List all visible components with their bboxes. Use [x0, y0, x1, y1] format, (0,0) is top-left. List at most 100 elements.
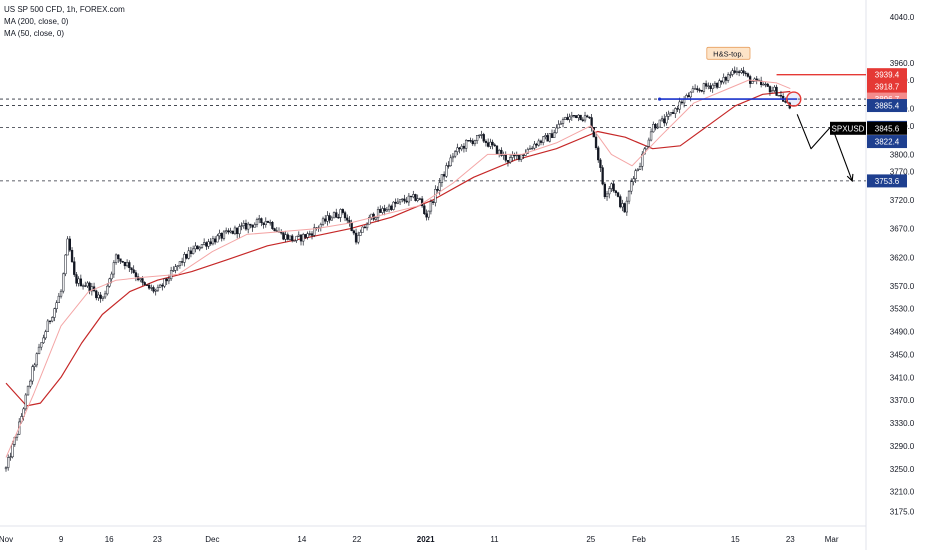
candle-body-20 [48, 320, 52, 323]
candle-body-101 [227, 230, 230, 233]
neckline-start-dot [658, 97, 662, 101]
candle-body-214 [475, 135, 479, 141]
candle-body-279 [619, 196, 622, 208]
candle-body-154 [343, 212, 347, 219]
y-tick-label-12: 3490.0 [890, 328, 915, 337]
candle-body-260 [577, 114, 580, 118]
x-tick-label-13: Mar [825, 535, 839, 544]
candle-body-199 [442, 174, 446, 177]
candle-body-145 [324, 218, 327, 222]
candle-body-268 [594, 136, 598, 149]
candle-body-205 [456, 147, 459, 153]
candle-body-299 [663, 118, 666, 124]
candle-body-27 [64, 254, 67, 275]
candle-body-276 [612, 183, 615, 192]
candle-body-74 [167, 278, 171, 282]
candle-body-99 [222, 231, 226, 239]
candle-body-57 [130, 267, 133, 271]
candle-body-119 [266, 221, 270, 223]
candle-body-33 [77, 278, 80, 284]
candle-body-34 [79, 278, 83, 287]
annotation-text: H&S-top. [713, 49, 743, 58]
candle-body-29 [68, 238, 71, 251]
candle-body-233 [517, 154, 521, 160]
candle-body-173 [385, 209, 389, 212]
candle-body-41 [95, 290, 98, 299]
candle-body-108 [242, 222, 245, 226]
candle-body-163 [363, 226, 367, 229]
candle-body-245 [544, 135, 547, 138]
price-axis[interactable]: 4040.03960.03930.03880.03850.03800.03770… [890, 13, 915, 517]
candle-body-11 [29, 380, 32, 387]
candle-body-209 [464, 140, 468, 149]
candle-body-55 [125, 262, 129, 267]
candle-body-292 [647, 139, 651, 147]
projection-arrow-path [796, 114, 853, 182]
candle-body-262 [581, 119, 584, 121]
candle-body-164 [365, 223, 369, 229]
candle-body-153 [341, 209, 344, 213]
candle-body-152 [339, 209, 342, 218]
candle-body-56 [128, 262, 131, 269]
candle-body-150 [335, 212, 338, 218]
candle-body-120 [269, 222, 272, 224]
candle-body-228 [506, 160, 510, 163]
candle-body-222 [493, 144, 496, 147]
legend-ma200[interactable]: MA (200, close, 0) [4, 17, 69, 26]
candle-body-247 [548, 133, 551, 142]
candle-body-232 [515, 154, 518, 157]
candle-body-280 [621, 203, 624, 208]
candle-body-272 [603, 183, 606, 198]
candle-body-230 [511, 154, 514, 158]
candle-body-100 [225, 230, 228, 233]
candle-body-256 [568, 116, 571, 120]
candle-body-128 [286, 234, 289, 240]
candle-body-334 [740, 70, 743, 73]
candle-body-104 [233, 227, 237, 234]
legend: US SP 500 CFD, 1h, FOREX.com MA (200, cl… [4, 5, 125, 38]
candle-body-203 [451, 155, 455, 159]
candle-body-293 [649, 131, 653, 141]
candle-body-218 [484, 140, 488, 143]
candle-body-183 [407, 195, 411, 203]
legend-ma50[interactable]: MA (50, close, 0) [4, 29, 64, 38]
candle-body-114 [255, 219, 259, 225]
candle-body-249 [553, 132, 556, 138]
candle-body-85 [191, 248, 195, 254]
candle-body-106 [238, 226, 241, 235]
time-axis[interactable]: Nov 9 16 23 Dec 14 22 2021 11 25 Feb 15 23 Mar [0, 535, 839, 544]
candle-body-300 [665, 116, 668, 124]
candle-body-314 [696, 88, 699, 91]
candle-body-212 [471, 140, 474, 145]
candle-body-139 [310, 233, 314, 236]
candle-body-206 [458, 147, 461, 150]
candle-body-239 [531, 147, 534, 150]
x-tick-label-1: 9 [59, 535, 64, 544]
candle-body-337 [746, 73, 750, 77]
candle-body-52 [119, 258, 122, 262]
candle-body-77 [174, 266, 177, 271]
candle-body-138 [308, 233, 311, 235]
price-badge-label-6: 3822.4 [875, 138, 900, 147]
ma200-line [5, 90, 791, 407]
candle-body-107 [240, 225, 243, 227]
y-tick-label-10: 3570.0 [890, 282, 915, 291]
candle-body-321 [711, 84, 714, 89]
candle-body-310 [687, 95, 690, 98]
candle-body-79 [178, 261, 182, 266]
candle-body-296 [656, 126, 659, 129]
candle-body-298 [660, 118, 664, 121]
candle-body-98 [220, 232, 223, 239]
candle-body-127 [284, 234, 287, 240]
candle-body-166 [370, 213, 373, 218]
candle-body-215 [478, 134, 481, 137]
candle-body-109 [244, 222, 248, 230]
price-badge-0 [867, 68, 907, 82]
price-badge-7 [867, 174, 907, 188]
candle-body-192 [427, 210, 430, 218]
candle-body-188 [418, 198, 422, 200]
candle-body-185 [412, 194, 415, 198]
legend-symbol[interactable]: US SP 500 CFD, 1h, FOREX.com [4, 5, 125, 14]
price-badge-3 [867, 99, 907, 113]
candle-body-160 [357, 235, 360, 243]
